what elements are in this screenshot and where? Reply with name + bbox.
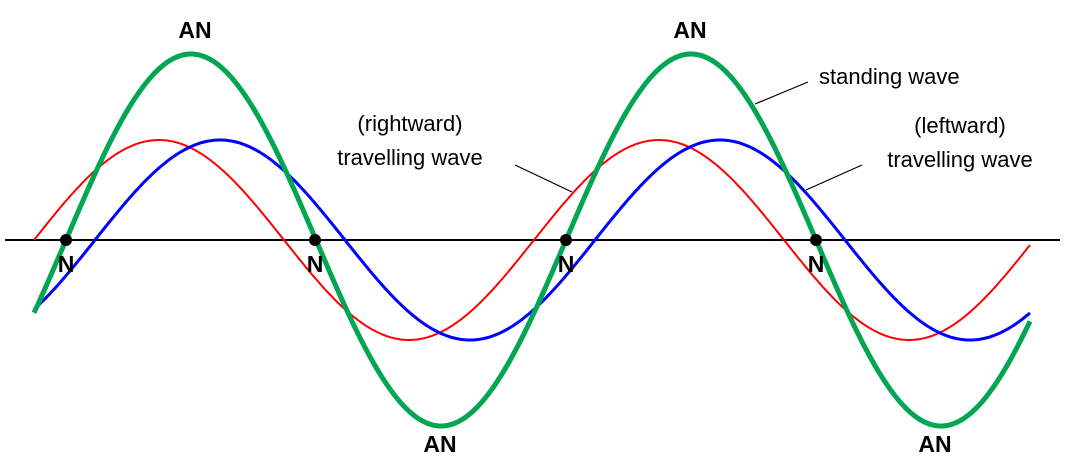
node-dot: [309, 234, 321, 246]
node-dot: [60, 234, 72, 246]
rightward-label-line2: travelling wave: [337, 145, 483, 170]
antinode-label-3: AN: [423, 431, 456, 457]
standing-wave-pointer: [754, 81, 809, 105]
antinode-label-4: AN: [918, 431, 951, 457]
node-4: N: [808, 234, 825, 277]
rightward-label-line1: (rightward): [357, 111, 462, 136]
node-label: N: [808, 251, 825, 277]
standing-wave-label: standing wave: [819, 64, 960, 89]
node-3: N: [558, 234, 575, 277]
node-1: N: [58, 234, 75, 277]
node-2: N: [307, 234, 324, 277]
rightward-wave-pointer: [514, 164, 573, 193]
standing-wave: [31, 51, 1033, 429]
antinode-label-2: AN: [673, 17, 706, 43]
leftward-label-line1: (leftward): [914, 113, 1006, 138]
leftward-wave-pointer: [805, 164, 863, 191]
node-dot: [810, 234, 822, 246]
rightward-travelling-wave: [33, 139, 1031, 341]
leftward-label-line2: travelling wave: [887, 147, 1033, 172]
node-label: N: [558, 251, 575, 277]
antinode-label-1: AN: [178, 17, 211, 43]
node-label: N: [58, 251, 75, 277]
node-label: N: [307, 251, 324, 277]
node-dot: [560, 234, 572, 246]
